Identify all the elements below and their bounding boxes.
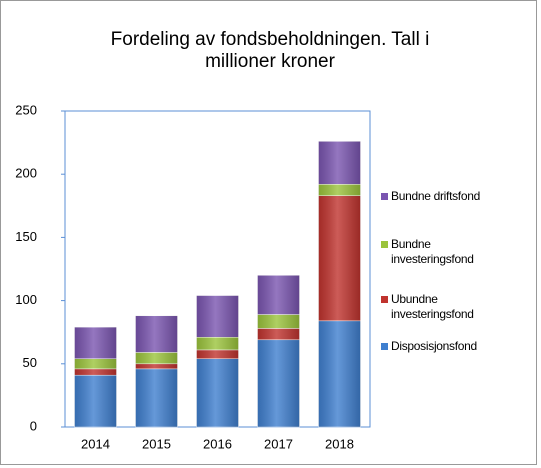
x-tick-label: 2014	[81, 436, 110, 451]
x-tick-label: 2015	[142, 436, 171, 451]
bar-shade	[318, 141, 361, 185]
y-tick-label: 200	[15, 166, 37, 181]
chart-title: Fordeling av fondsbeholdningen. Tall i mi…	[111, 29, 430, 72]
legend-swatch	[381, 241, 388, 248]
bar-shade	[318, 184, 361, 196]
bar-shade	[257, 339, 300, 427]
bar-shade	[257, 314, 300, 329]
bar-shade	[135, 363, 178, 369]
legend-swatch	[381, 193, 388, 200]
bar-shade	[257, 328, 300, 340]
y-tick-label: 100	[15, 292, 37, 307]
bar-shade	[135, 315, 178, 353]
bar-shade	[196, 358, 239, 427]
bar-shade	[74, 375, 117, 427]
bar-shade	[196, 295, 239, 338]
bar-shade	[135, 352, 178, 364]
bar-shade	[318, 320, 361, 427]
bar-shade	[74, 358, 117, 369]
x-tick-label: 2016	[203, 436, 232, 451]
bar-shade	[74, 368, 117, 376]
bar-shade	[135, 368, 178, 427]
y-tick-label: 0	[30, 418, 37, 433]
bar-shade	[196, 337, 239, 350]
legend-label: Disposisjonsfond	[391, 339, 477, 353]
legend-label: Ubundne investeringsfond	[391, 292, 474, 321]
legend-label: Bundne investeringsfond	[391, 237, 474, 266]
x-tick-label: 2018	[325, 436, 354, 451]
bar-shade	[257, 275, 300, 315]
y-tick-label: 150	[15, 229, 37, 244]
legend-label: Bundne driftsfond	[391, 189, 480, 203]
legend-swatch	[381, 343, 388, 350]
bar-shade	[318, 195, 361, 321]
x-tick-label: 2017	[264, 436, 293, 451]
y-tick-label: 50	[23, 355, 37, 370]
legend-swatch	[381, 296, 388, 303]
bar-shade	[74, 327, 117, 359]
y-tick-label: 250	[15, 102, 37, 117]
bar-shade	[196, 349, 239, 359]
